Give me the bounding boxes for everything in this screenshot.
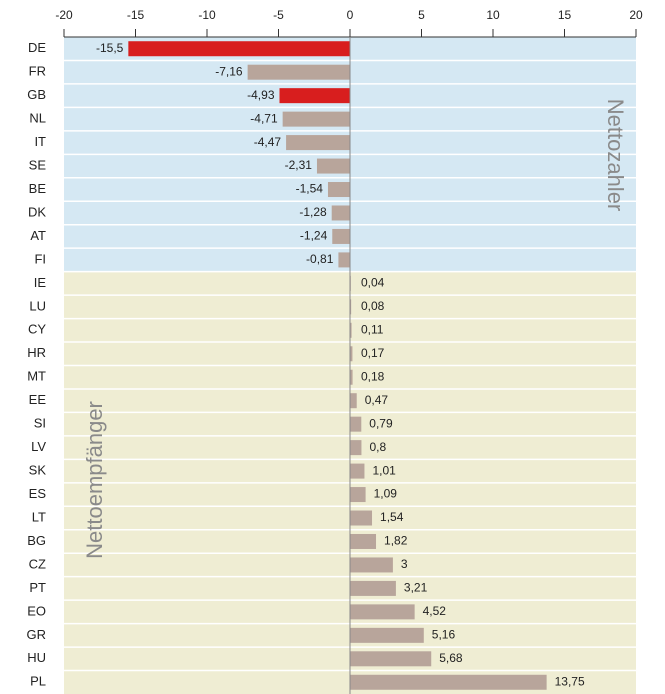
y-tick-label: HU [27, 650, 46, 665]
value-label: 0,8 [369, 440, 386, 454]
bar [128, 41, 350, 57]
value-label: 3,21 [404, 581, 428, 595]
y-tick-label: PT [29, 580, 46, 595]
y-tick-label: IT [34, 134, 46, 149]
value-label: 5,68 [439, 651, 463, 665]
value-label: 13,75 [555, 674, 585, 688]
bar [331, 205, 350, 221]
y-tick-label: BG [27, 533, 46, 548]
bar [247, 64, 350, 80]
value-label: 0,08 [361, 299, 385, 313]
y-tick-label: NL [29, 111, 46, 126]
bar [316, 158, 350, 174]
value-label: -1,24 [300, 229, 328, 243]
marks [128, 41, 547, 690]
bar [350, 346, 353, 362]
value-label: -1,54 [296, 182, 324, 196]
y-tick-label: MT [27, 369, 46, 384]
bar [332, 228, 350, 244]
value-label: 0,11 [361, 322, 384, 336]
bar [350, 557, 393, 573]
x-tick-label: 15 [558, 8, 572, 22]
value-label: 0,79 [369, 416, 393, 430]
value-label: 3 [401, 557, 408, 571]
x-tick-label: 0 [347, 8, 354, 22]
y-tick-label: IE [34, 275, 47, 290]
x-tick-label: -10 [198, 8, 216, 22]
y-tick-label: CY [28, 322, 46, 337]
y-tick-label: AT [30, 228, 46, 243]
value-label: 4,52 [423, 604, 447, 618]
bar [286, 135, 350, 151]
value-label: -4,71 [250, 111, 278, 125]
bar [350, 440, 362, 456]
y-tick-label: PL [30, 674, 46, 689]
value-label: 0,18 [361, 369, 385, 383]
y-tick-label: LV [31, 439, 46, 454]
value-label: -7,16 [215, 64, 243, 78]
bar [350, 369, 353, 385]
bar [350, 322, 352, 338]
value-label: 0,17 [361, 346, 385, 360]
y-tick-label: SK [29, 463, 47, 478]
value-label: -15,5 [96, 41, 124, 55]
value-label: -2,31 [285, 158, 313, 172]
y-tick-label: GB [27, 87, 46, 102]
y-tick-label: HR [27, 345, 46, 360]
y-tick-label: EE [29, 392, 47, 407]
x-tick-label: 10 [486, 8, 500, 22]
value-label: 1,54 [380, 510, 404, 524]
bar [350, 674, 547, 690]
bar [279, 88, 350, 104]
bar [350, 299, 352, 315]
bar [350, 651, 432, 667]
y-tick-label: LT [32, 509, 46, 524]
bar [350, 393, 357, 409]
x-tick-label: 5 [418, 8, 425, 22]
y-tick-label: ES [29, 486, 47, 501]
x-tick-label: 20 [629, 8, 643, 22]
bar [350, 627, 424, 643]
y-tick-label: SI [34, 416, 46, 431]
value-label: -4,93 [247, 88, 275, 102]
value-label: 1,82 [384, 534, 408, 548]
y-tick-label: FI [34, 251, 46, 266]
bar [327, 182, 350, 198]
region-label: Nettozahler [603, 99, 628, 212]
bar [350, 533, 377, 549]
value-label: 1,09 [374, 487, 398, 501]
y-tick-label: GR [27, 627, 47, 642]
y-tick-label: LU [29, 298, 46, 313]
bar [350, 416, 362, 432]
y-tick-label: DK [28, 204, 46, 219]
bar [338, 252, 350, 268]
value-label: 0,04 [361, 276, 385, 290]
y-tick-label: EO [27, 603, 46, 618]
x-tick-label: -5 [273, 8, 284, 22]
bar [350, 487, 366, 503]
y-tick-label: SE [29, 157, 47, 172]
y-tick-label: FR [29, 64, 46, 79]
bar [350, 463, 365, 479]
value-label: 0,47 [365, 393, 389, 407]
region-label: Nettoempfänger [82, 401, 107, 559]
value-label: -1,28 [299, 205, 327, 219]
bar [282, 111, 350, 127]
y-tick-label: CZ [29, 556, 46, 571]
value-label: -4,47 [254, 135, 282, 149]
x-tick-label: -15 [127, 8, 145, 22]
bar [350, 510, 373, 526]
value-label: -0,81 [306, 252, 334, 266]
x-tick-label: -20 [55, 8, 73, 22]
value-label: 5,16 [432, 628, 456, 642]
y-tick-label: DE [28, 40, 46, 55]
bar [350, 604, 415, 620]
bar [350, 580, 396, 596]
value-label: 1,01 [372, 463, 396, 477]
y-tick-label: BE [29, 181, 47, 196]
